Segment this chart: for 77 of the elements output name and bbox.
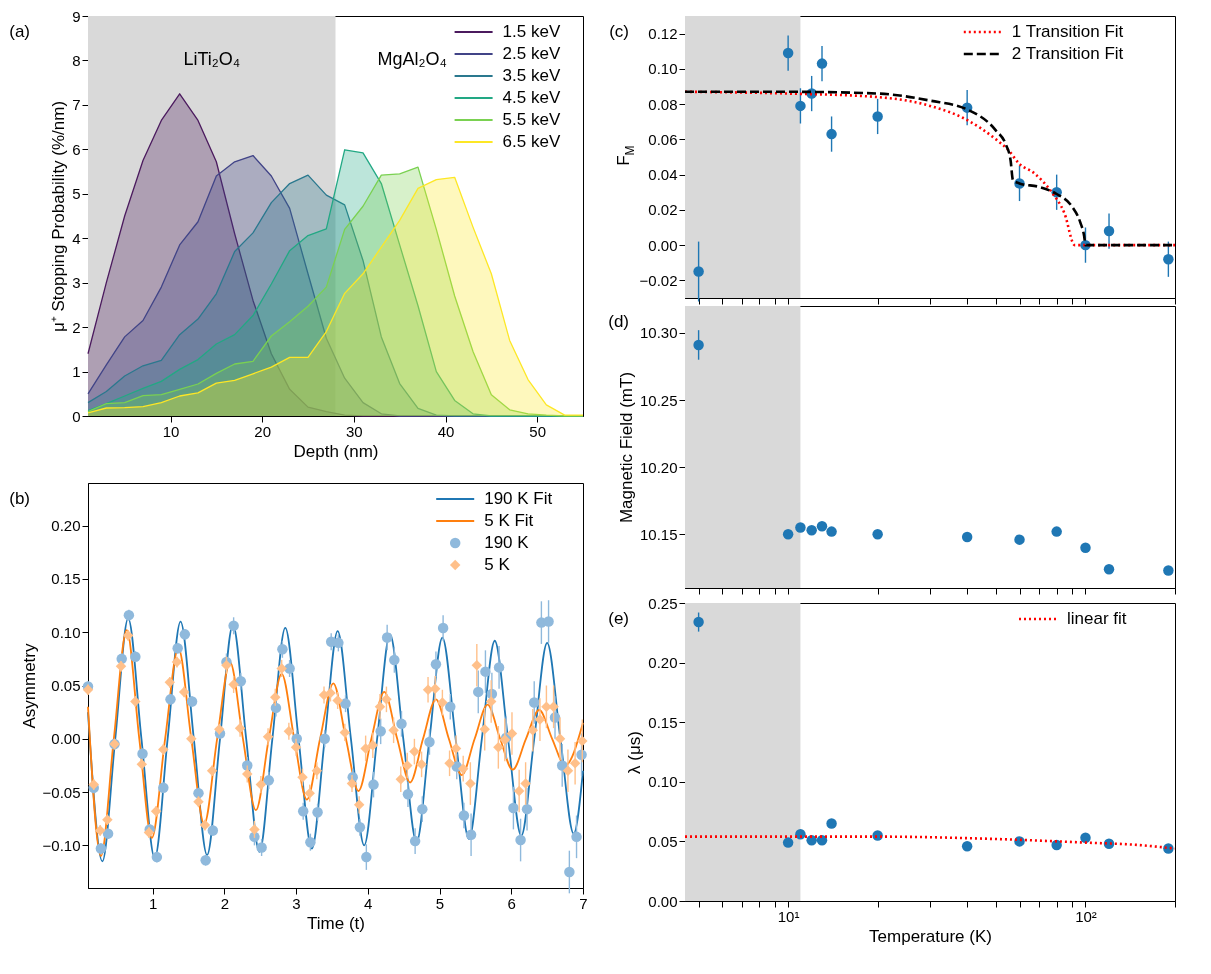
x-axis-title: Depth (nm): [293, 441, 379, 461]
y-tick-label: −0.10: [42, 836, 81, 854]
y-tick-label: 0.25: [648, 594, 678, 612]
y-tick-label: 10.20: [639, 458, 678, 476]
y-tick-label: 10.15: [639, 525, 678, 543]
y-tick-label: 0.00: [51, 730, 81, 748]
x-tick-label: 4: [364, 894, 373, 912]
y-tick-label: 0.10: [648, 773, 678, 791]
y-tick-label: 6: [72, 140, 81, 158]
y-tick-label: 0.10: [51, 623, 81, 641]
legend-label: 2.5 keV: [502, 44, 561, 63]
x-tick-label: 7: [579, 894, 588, 912]
y-tick-label: 7: [72, 96, 81, 114]
y-tick-label: 0.15: [648, 713, 678, 731]
legend-label: 3.5 keV: [502, 66, 561, 85]
x-tick-label: 30: [345, 422, 363, 440]
legend-label: 190 K Fit: [484, 489, 553, 508]
y-tick-label: −0.05: [42, 783, 81, 801]
x-tick-label: 2: [220, 894, 229, 912]
y-tick-label: 4: [72, 229, 81, 247]
y-tick-label: 0.20: [51, 517, 81, 535]
y-tick-label: 0.20: [648, 654, 678, 672]
band-label: LiTi₂O₄: [183, 49, 241, 69]
legend-label: 4.5 keV: [502, 88, 561, 107]
chart-title: (e): [608, 609, 629, 628]
legend-label: 1.5 keV: [502, 22, 561, 41]
y-axis-title: FM: [614, 145, 637, 166]
legend-label: 2 Transition Fit: [1011, 44, 1124, 63]
y-tick-label: 0.00: [648, 892, 678, 910]
y-tick-label: 10.30: [639, 324, 678, 342]
x-tick-label: 6: [507, 894, 516, 912]
y-tick-label: 5: [72, 185, 81, 203]
y-tick-label: 0.12: [648, 25, 678, 43]
x-tick-label: 10: [162, 422, 180, 440]
x-tick-label: 20: [254, 422, 272, 440]
legend-label: 1 Transition Fit: [1011, 22, 1124, 41]
y-tick-label: 0: [72, 407, 81, 425]
y-tick-label: 0.05: [51, 677, 81, 694]
y-tick-label: 0.02: [648, 201, 678, 219]
chart-title: (d): [608, 312, 629, 331]
chart-title: (b): [9, 489, 30, 508]
x-axis-title: Time (t): [307, 913, 365, 933]
y-axis-title: Asymmetry: [19, 643, 39, 729]
y-tick-label: 8: [72, 51, 81, 69]
annotation: MgAl₂O₄: [377, 49, 447, 69]
y-tick-label: 0.05: [648, 832, 678, 850]
x-tick-label: 5: [435, 894, 445, 912]
x-tick-label: 40: [437, 422, 455, 440]
y-tick-label: 0.15: [51, 570, 81, 588]
y-tick-label: −0.02: [639, 271, 678, 289]
legend-label: 6.5 keV: [502, 132, 561, 151]
y-tick-label: 0.10: [648, 60, 678, 78]
y-tick-label: 10.25: [639, 391, 678, 409]
y-axis-title: λ (μs): [625, 731, 645, 774]
x-tick-label: 10²: [1075, 907, 1097, 925]
y-tick-label: 3: [72, 274, 81, 292]
y-tick-label: 0.00: [648, 236, 678, 254]
legend-label: 5 K: [484, 555, 511, 574]
chart-title: (c): [609, 22, 629, 41]
y-tick-label: 1: [72, 363, 81, 381]
y-tick-label: 0.08: [648, 95, 678, 113]
legend-label: 190 K: [484, 533, 530, 552]
x-tick-label: 10¹: [777, 907, 800, 925]
legend-label: linear fit: [1067, 609, 1127, 628]
legend-label: 5 K Fit: [484, 511, 534, 530]
y-tick-label: 0.06: [648, 130, 678, 148]
x-tick-label: 50: [529, 422, 547, 440]
legend-label: 5.5 keV: [502, 110, 561, 129]
chart-title: (a): [9, 22, 30, 41]
y-axis-title: μ⁺ Stopping Probability (%/nm): [49, 100, 69, 333]
x-tick-label: 3: [292, 894, 301, 912]
y-axis-title: Magnetic Field (mT): [616, 371, 636, 524]
y-tick-label: 2: [72, 318, 81, 336]
x-tick-label: 1: [148, 894, 158, 912]
x-axis-title: Temperature (K): [869, 926, 992, 946]
y-tick-label: 0.04: [648, 166, 678, 184]
y-tick-label: 9: [72, 7, 81, 25]
